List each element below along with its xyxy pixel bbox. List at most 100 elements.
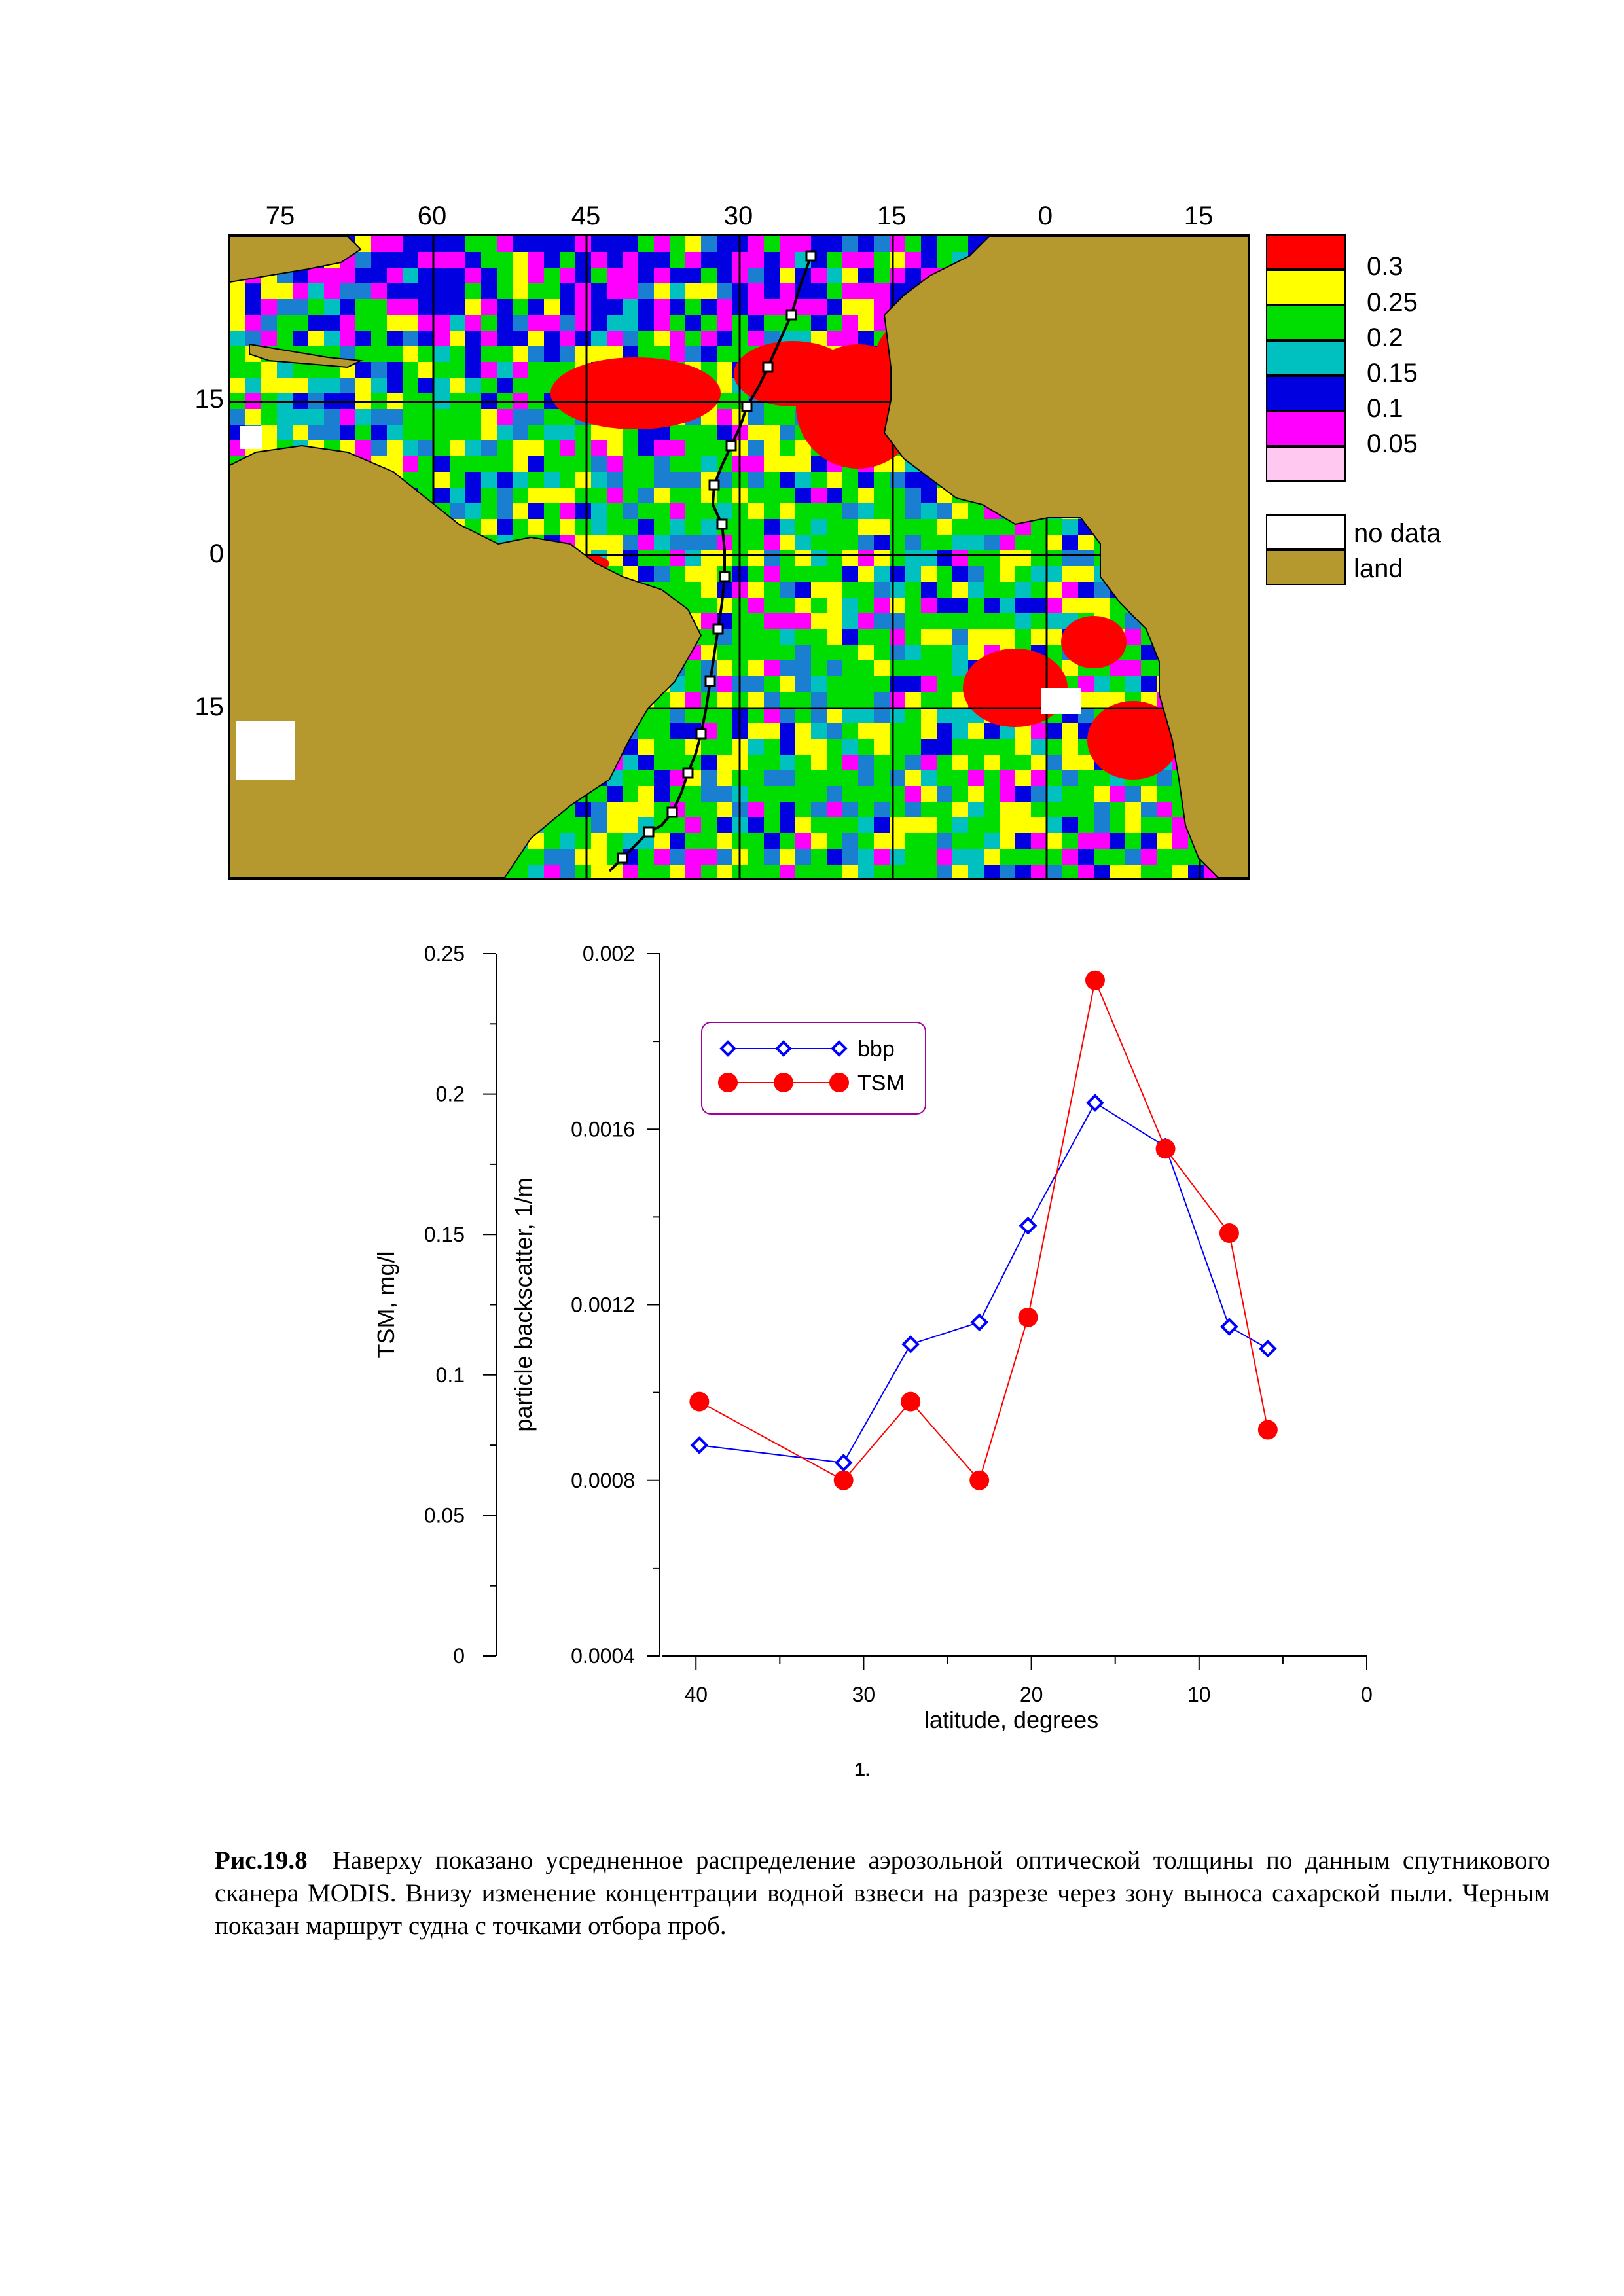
aot-pixel (654, 268, 670, 283)
aot-pixel (670, 315, 685, 331)
legend-label-bbp: bbp (857, 1037, 895, 1062)
aot-pixel (355, 378, 371, 393)
aot-pixel (387, 331, 403, 346)
aot-pixel (780, 268, 795, 283)
aot-pixel (607, 331, 623, 346)
aot-pixel (811, 456, 827, 472)
aot-pixel (764, 472, 780, 488)
aot-pixel (528, 252, 544, 268)
aot-pixel (355, 425, 371, 440)
aot-pixel (324, 409, 340, 425)
tsm-bbp-chart: 0.25 0.2 0.15 0.1 0.05 0 0.002 0.0016 0.0012 0.00… (372, 942, 1373, 1781)
aot-pixel (654, 456, 670, 472)
aot-pixel (748, 456, 764, 472)
aot-pixel (450, 456, 465, 472)
aot-pixel (638, 315, 654, 331)
aot-pixel (465, 488, 481, 503)
aot-pixel (952, 236, 968, 252)
aot-pixel (418, 346, 434, 362)
aot-pixel (465, 252, 481, 268)
aot-pixel (308, 378, 324, 393)
aot-pixel (277, 409, 293, 425)
aot-pixel (230, 346, 245, 362)
aot-pixel (717, 299, 732, 315)
aot-pixel (827, 315, 842, 331)
aot-pixel (497, 472, 513, 488)
legend-marker-TSM (718, 1073, 738, 1092)
aot-pixel (544, 252, 560, 268)
aot-pixel (701, 346, 717, 362)
aot-pixel (528, 425, 544, 440)
aot-pixel (654, 331, 670, 346)
lat-tick: 15 (194, 385, 225, 414)
aot-pixel (261, 425, 277, 440)
aot-pixel (764, 252, 780, 268)
aot-pixel (371, 331, 387, 346)
aot-pixel (968, 503, 984, 519)
aot-pixel (623, 331, 638, 346)
aot-pixel (544, 488, 560, 503)
aot-pixel (811, 236, 827, 252)
aot-pixel (717, 252, 732, 268)
aot-pixel (277, 315, 293, 331)
aot-pixel (670, 425, 685, 440)
aot-pixel (513, 362, 528, 378)
aot-pixel (701, 283, 717, 299)
aot-pixel (607, 472, 623, 488)
aot-pixel (717, 409, 732, 425)
aot-pixel (340, 299, 355, 315)
x-axis-tick-label: 0 (1361, 1683, 1373, 1706)
aot-pixel (465, 315, 481, 331)
legend-label-TSM: TSM (857, 1071, 905, 1096)
aot-pixel (623, 299, 638, 315)
aot-pixel (670, 236, 685, 252)
aot-pixel (654, 236, 670, 252)
aot-pixel (387, 425, 403, 440)
aot-pixel (795, 236, 811, 252)
aot-pixel (355, 268, 371, 283)
aot-pixel (638, 503, 654, 519)
aot-pixel (638, 283, 654, 299)
aot-pixel (874, 236, 890, 252)
aot-pixel (795, 488, 811, 503)
aot-pixel (842, 236, 858, 252)
aot-pixel (670, 331, 685, 346)
aot-pixel (340, 378, 355, 393)
left-axis-tick-label: 0.25 (424, 942, 465, 965)
aot-pixel (544, 472, 560, 488)
aot-pixel (654, 472, 670, 488)
aot-pixel (874, 488, 890, 503)
aot-pixel (827, 236, 842, 252)
aot-pixel (340, 425, 355, 440)
aot-pixel (340, 283, 355, 299)
x-axis-tick-label: 40 (684, 1683, 708, 1706)
aot-pixel (921, 488, 937, 503)
aot-pixel (701, 299, 717, 315)
aot-pixel (874, 268, 890, 283)
aot-pixel (591, 503, 607, 519)
aot-pixel (371, 268, 387, 283)
aot-pixel (575, 503, 591, 519)
aot-pixel (780, 440, 795, 456)
aot-pixel (418, 315, 434, 331)
aot-pixel (842, 472, 858, 488)
aot-pixel (638, 472, 654, 488)
aot-pixel (670, 346, 685, 362)
aot-pixel (245, 362, 261, 378)
aot-pixel (403, 362, 418, 378)
aot-pixel (481, 472, 497, 488)
aot-pixel (811, 472, 827, 488)
aot-pixel (340, 409, 355, 425)
aot-pixel (717, 331, 732, 346)
aot-pixel (497, 268, 513, 283)
aot-pixel (685, 268, 701, 283)
aot-pixel (905, 488, 921, 503)
aot-pixel (434, 236, 450, 252)
aot-pixel (544, 362, 560, 378)
aot-pixel (403, 252, 418, 268)
aot-pixel (858, 315, 874, 331)
aot-pixel (764, 488, 780, 503)
aot-pixel (261, 331, 277, 346)
aot-pixel (764, 283, 780, 299)
aot-pixel (748, 252, 764, 268)
